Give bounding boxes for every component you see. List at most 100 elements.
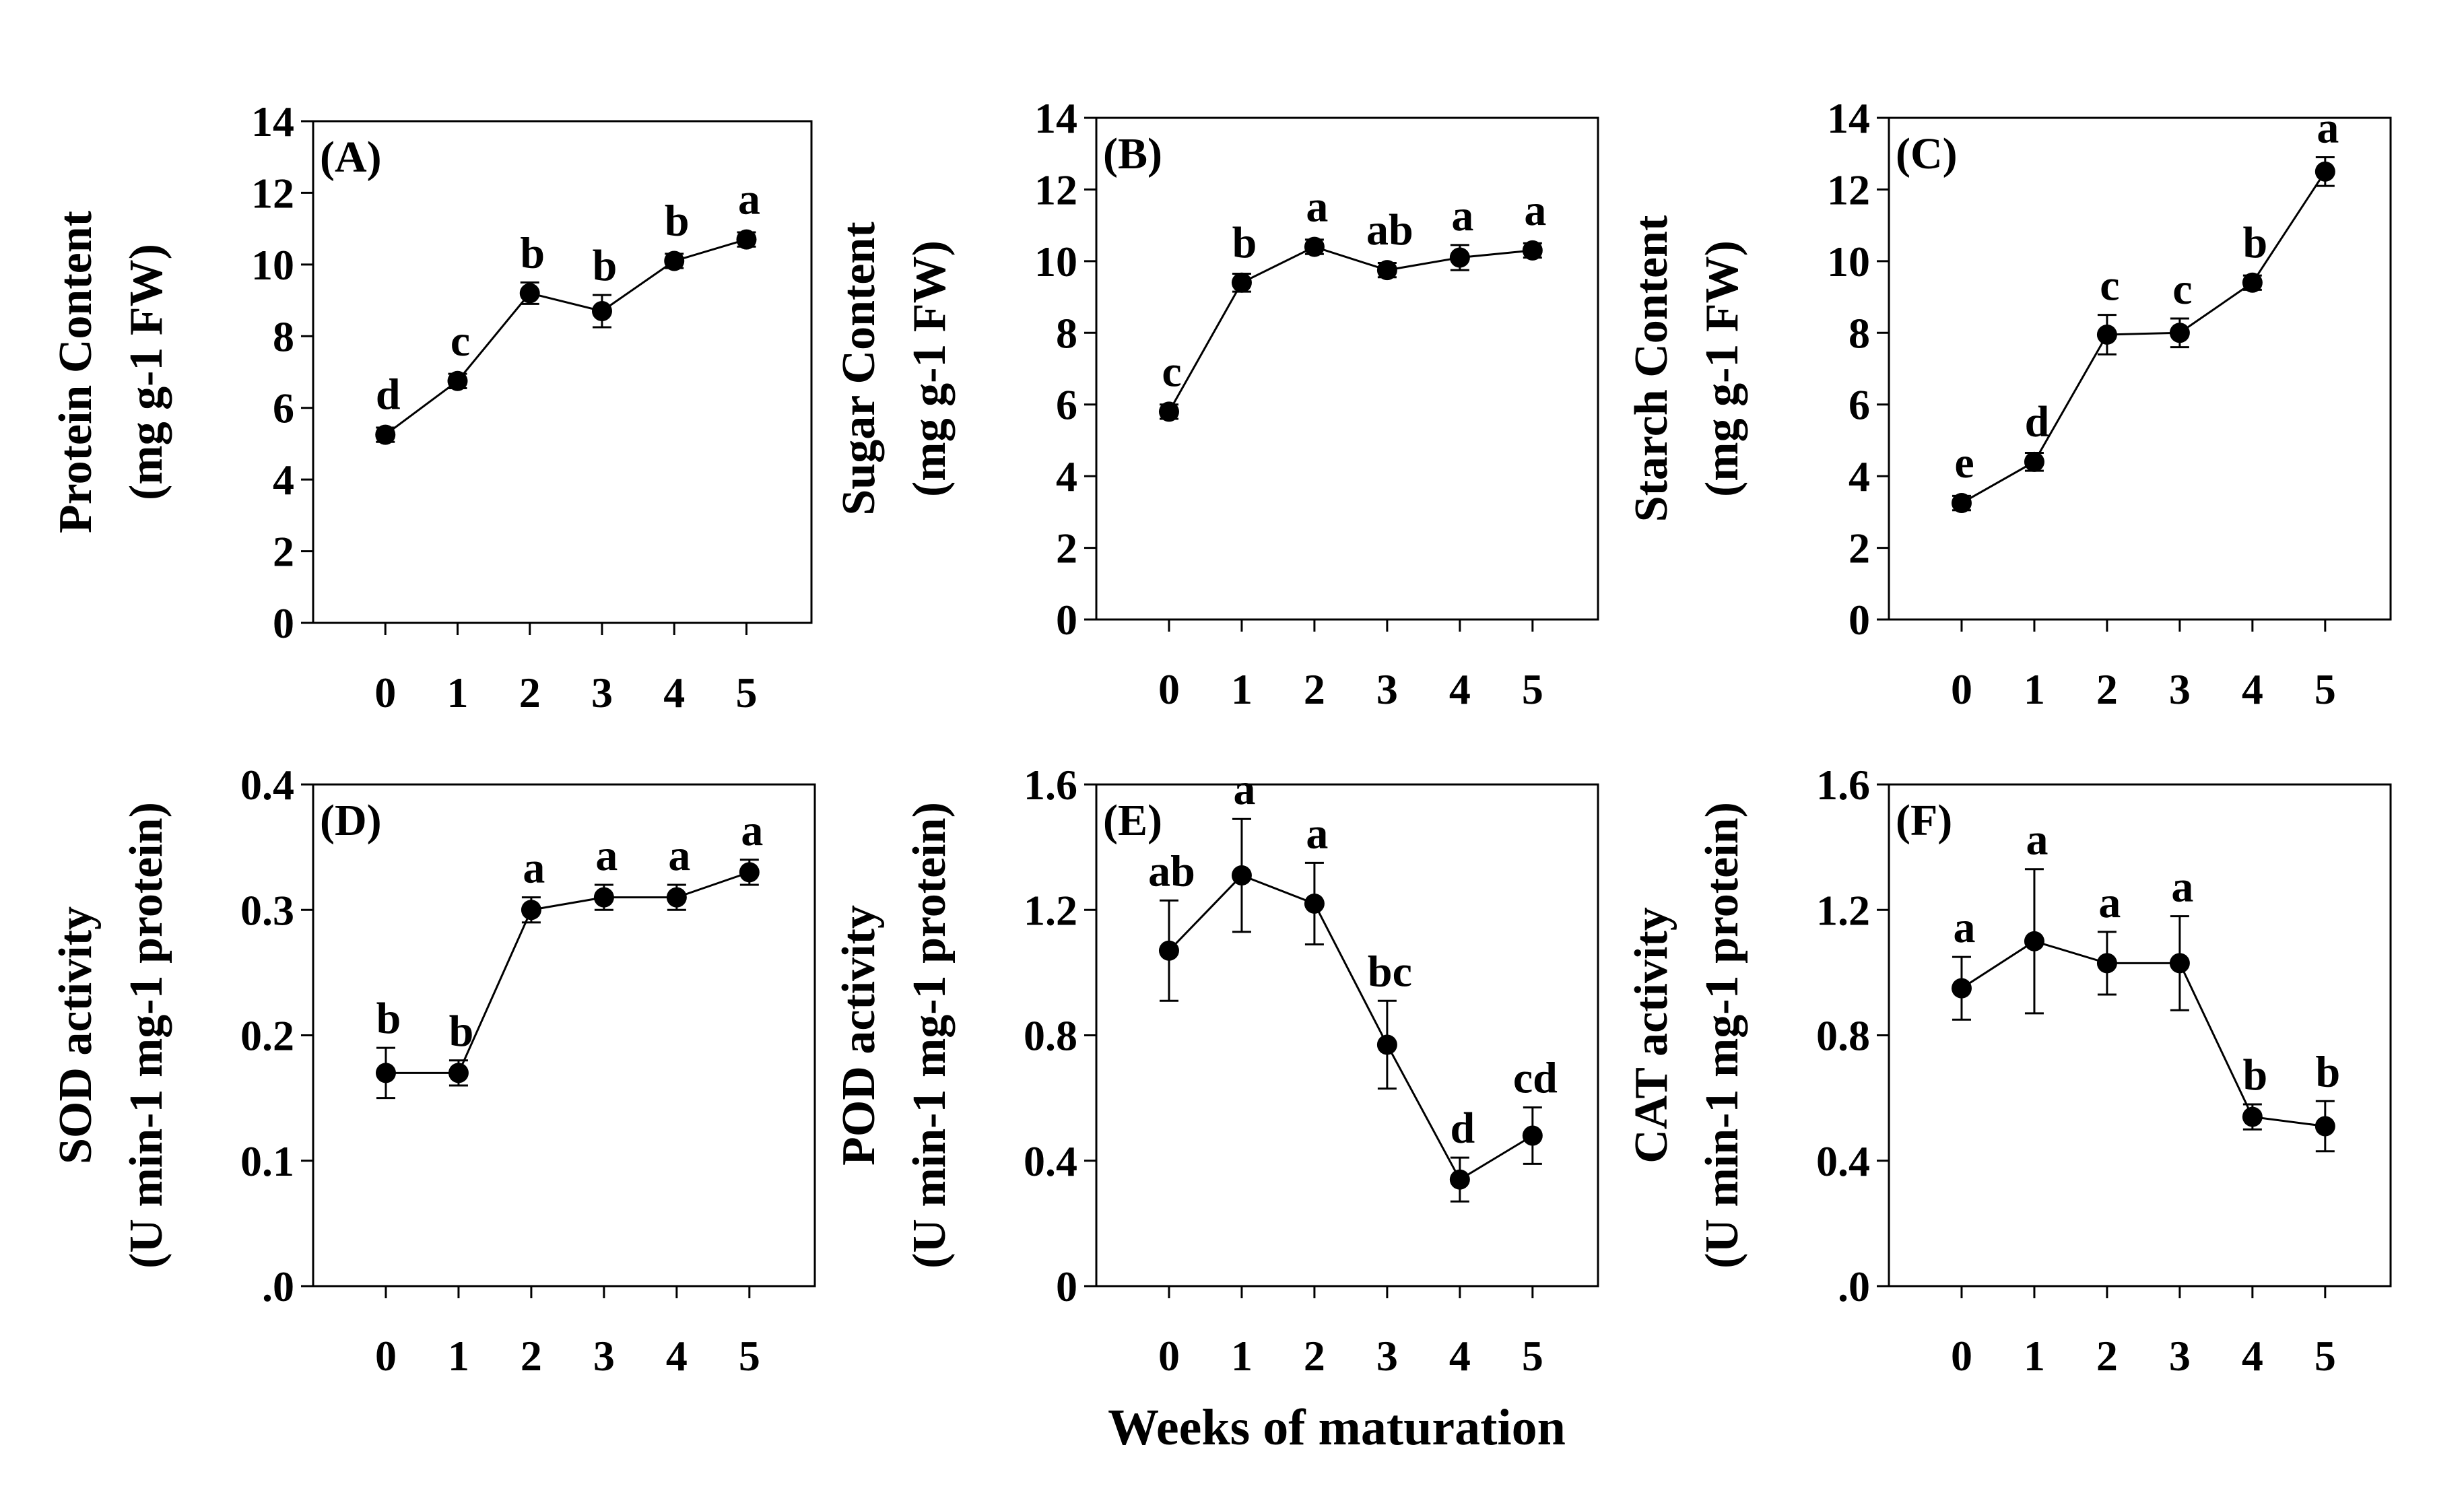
y-axis-unit: (U min-1 mg-1 protein) xyxy=(121,802,172,1269)
plot-frame xyxy=(312,120,813,624)
y-tick-label: 6 xyxy=(1849,381,1870,429)
panel-label: (A) xyxy=(320,133,382,182)
y-tick-label: 10 xyxy=(251,241,294,289)
data-point xyxy=(1158,940,1179,961)
y-tick-label: 14 xyxy=(1827,94,1870,142)
plot-frame xyxy=(1095,116,1599,621)
data-point xyxy=(2096,324,2117,345)
significance-letter: cd xyxy=(1513,1054,1558,1103)
x-tick-label: 4 xyxy=(666,1332,688,1380)
x-tick-label: 0 xyxy=(1951,665,1972,713)
y-axis-unit: (mg g-1 FW) xyxy=(121,244,172,500)
y-axis-title: Sugar Content xyxy=(833,222,885,515)
y-tick-label: 0.8 xyxy=(1816,1012,1870,1060)
significance-letter: b xyxy=(2315,1047,2340,1096)
panel-f: .0 0.4 0.8 1.2 1.6 0 1 2 3 4 5 CAT activity (U min-1… xyxy=(1626,761,2392,1380)
data-point xyxy=(1304,236,1325,257)
x-tick-label: 2 xyxy=(1304,665,1325,713)
x-tick-label: 3 xyxy=(591,669,613,716)
y-tick-label: 0.4 xyxy=(1816,1137,1870,1185)
y-tick-label: 6 xyxy=(273,384,294,432)
y-tick-label: 2 xyxy=(1849,525,1870,572)
x-tick-label: 2 xyxy=(1304,1332,1325,1380)
y-tick-label: 0.4 xyxy=(1024,1137,1077,1185)
x-axis-title: Weeks of maturation xyxy=(1108,1399,1566,1456)
x-tick-label: 0 xyxy=(375,1332,397,1380)
significance-letter: a xyxy=(1233,765,1255,814)
data-point xyxy=(1522,240,1543,261)
series-line xyxy=(1168,245,1533,413)
significance-letter: a xyxy=(2026,815,2048,865)
significance-letter: a xyxy=(1306,182,1328,232)
significance-letter: ab xyxy=(1366,205,1413,255)
data-point xyxy=(519,283,540,304)
significance-letter: b xyxy=(593,241,618,290)
data-point xyxy=(1304,893,1325,914)
plot-frame xyxy=(1888,783,2392,1287)
panel-label: (C) xyxy=(1896,129,1958,178)
y-tick-label: 14 xyxy=(1034,94,1077,142)
significance-letter: a xyxy=(1306,809,1328,858)
x-tick-label: 2 xyxy=(2096,1332,2118,1380)
y-tick-label: 0 xyxy=(1056,1263,1077,1310)
y-tick-label: .0 xyxy=(1838,1263,1870,1310)
significance-letter: d xyxy=(1450,1104,1475,1153)
data-point xyxy=(2242,1106,2263,1127)
significance-letter: c xyxy=(2172,265,2192,314)
y-tick-label: 0 xyxy=(1849,596,1870,644)
data-point xyxy=(739,862,760,883)
y-tick-label: 1.2 xyxy=(1816,886,1870,934)
x-tick-label: 5 xyxy=(1522,665,1543,713)
data-point xyxy=(664,250,685,271)
y-tick-label: 4 xyxy=(1849,453,1870,500)
data-point xyxy=(1376,1034,1397,1055)
data-point xyxy=(736,229,757,250)
x-tick-label: 3 xyxy=(1376,665,1398,713)
significance-letter: a xyxy=(1524,186,1546,235)
data-point xyxy=(2024,451,2044,472)
y-axis-unit: (U min-1 mg-1 protein) xyxy=(904,802,956,1269)
data-point xyxy=(1951,978,1972,999)
significance-letter: b xyxy=(449,1007,474,1056)
y-tick-label: 0.3 xyxy=(240,886,294,934)
significance-letter: b xyxy=(2242,218,2267,267)
x-tick-label: 1 xyxy=(2024,1332,2045,1380)
significance-letter: bc xyxy=(1368,947,1412,996)
series-line xyxy=(385,871,750,1074)
significance-letter: c xyxy=(2100,261,2119,310)
y-tick-label: 12 xyxy=(251,169,294,217)
x-tick-label: 1 xyxy=(448,1332,469,1380)
data-point xyxy=(2169,323,2190,343)
significance-letter: ab xyxy=(1148,846,1195,896)
data-point xyxy=(448,1063,469,1083)
significance-letter: d xyxy=(2025,397,2050,446)
significance-letter: b xyxy=(665,197,690,246)
x-tick-label: 3 xyxy=(2169,665,2191,713)
y-axis-unit: (U min-1 mg-1 protein) xyxy=(1696,802,1748,1269)
data-point xyxy=(375,1063,396,1083)
x-tick-label: 1 xyxy=(2024,665,2045,713)
y-tick-label: 10 xyxy=(1827,238,1870,286)
data-point xyxy=(2315,1116,2335,1137)
significance-letter: a xyxy=(738,175,760,224)
x-tick-label: 3 xyxy=(1376,1332,1398,1380)
y-tick-label: 4 xyxy=(1056,453,1077,500)
x-tick-label: 1 xyxy=(1231,665,1253,713)
series-line xyxy=(385,238,747,436)
data-point xyxy=(2315,161,2335,182)
x-tick-label: 5 xyxy=(1522,1332,1543,1380)
data-point xyxy=(666,887,687,908)
significance-letter: a xyxy=(523,844,545,893)
significance-letter: a xyxy=(1953,903,1975,952)
panel-e: 0 0.4 0.8 1.2 1.6 0 1 2 3 4 5 POD activity (U min-1 … xyxy=(833,761,1599,1380)
significance-letter: b xyxy=(1232,218,1257,267)
y-axis-title: SOD activity xyxy=(50,906,102,1164)
y-axis-title: Protein Content xyxy=(50,211,102,533)
y-tick-label: 1.6 xyxy=(1816,761,1870,809)
significance-letter: b xyxy=(520,228,545,277)
significance-letter: a xyxy=(668,831,690,880)
